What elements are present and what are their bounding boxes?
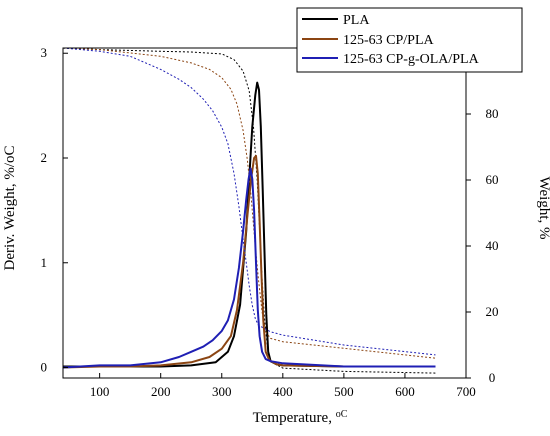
y-left-tick-label: 2: [41, 150, 48, 165]
y-right-tick-label: 80: [486, 106, 499, 121]
x-tick-label: 500: [334, 384, 354, 399]
y-right-tick-label: 60: [486, 172, 499, 187]
y-right-axis-title: Weight, %: [536, 177, 550, 240]
deriv-curve-pla: [63, 81, 436, 368]
y-left-tick-label: 3: [41, 45, 48, 60]
y-right-tick-label: 0: [489, 370, 496, 385]
deriv-curve-125-63-cp-pla: [62, 154, 436, 369]
x-tick-label: 700: [456, 384, 476, 399]
x-axis-title: Temperature, oC: [253, 409, 348, 427]
plot-lines: [62, 47, 436, 374]
x-tick-label: 600: [395, 384, 415, 399]
legend-label-cp-g-ola-pla: 125-63 CP-g-OLA/PLA: [343, 52, 480, 67]
y-left-tick-label: 0: [41, 360, 48, 375]
y-left-axis-title: Deriv. Weight, %/oC: [2, 145, 18, 270]
x-tick-label: 200: [151, 384, 171, 399]
y-left-tick-label: 1: [41, 255, 48, 270]
weight-curve-125-63-cp-pla: [62, 47, 436, 359]
axes: 1002003004005006007000123020406080100: [41, 40, 502, 399]
legend-label-pla: PLA: [343, 13, 370, 28]
weight-curve-pla: [62, 47, 436, 374]
legend: PLA 125-63 CP/PLA 125-63 CP-g-OLA/PLA: [296, 7, 523, 73]
y-right-tick-label: 40: [486, 238, 499, 253]
deriv-curve-125-63-cp-g-ola-pla: [62, 167, 436, 369]
y-right-tick-label: 20: [486, 304, 499, 319]
x-tick-label: 100: [90, 384, 110, 399]
legend-label-cp-pla: 125-63 CP/PLA: [343, 33, 435, 48]
plot-frame: [62, 47, 467, 379]
x-tick-label: 300: [212, 384, 232, 399]
x-tick-label: 400: [273, 384, 293, 399]
weight-curve-125-63-cp-g-ola-pla: [62, 47, 436, 356]
